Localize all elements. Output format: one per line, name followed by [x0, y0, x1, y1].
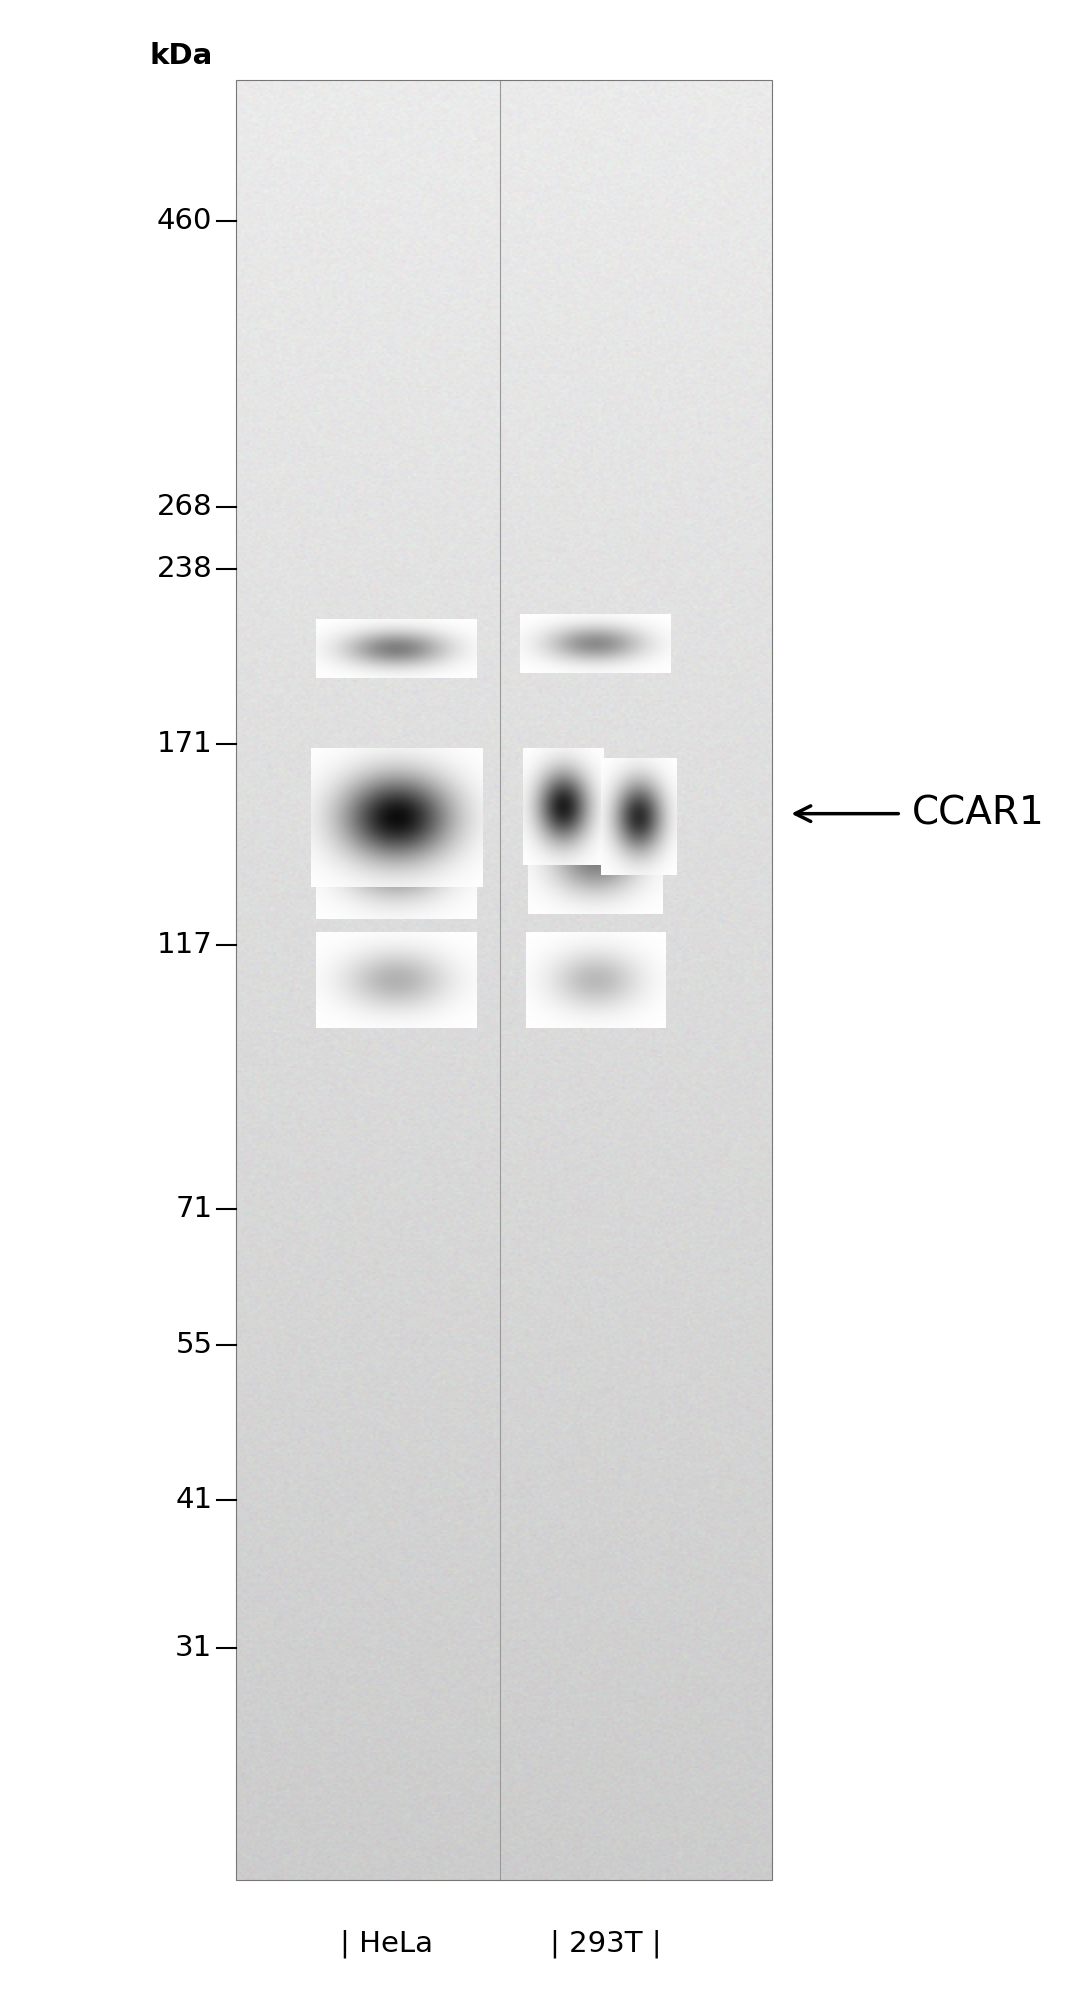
Text: 268: 268	[157, 492, 213, 520]
Text: 31: 31	[175, 1634, 213, 1662]
Text: CCAR1: CCAR1	[912, 794, 1044, 832]
Text: 171: 171	[157, 730, 213, 758]
Bar	[237, 80, 772, 1880]
Text: | 293T |: | 293T |	[551, 1930, 662, 1958]
Text: kDa: kDa	[149, 42, 213, 70]
Text: 117: 117	[157, 932, 213, 960]
Text: 41: 41	[175, 1486, 213, 1514]
Text: 55: 55	[175, 1330, 213, 1358]
Text: 71: 71	[175, 1196, 213, 1224]
Text: | HeLa: | HeLa	[340, 1930, 433, 1958]
Text: 238: 238	[157, 556, 213, 584]
Text: 460: 460	[157, 206, 213, 234]
